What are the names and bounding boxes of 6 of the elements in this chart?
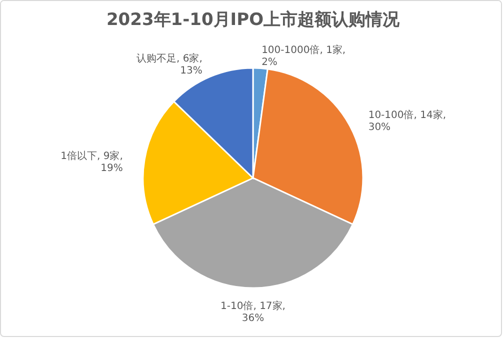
slice-label: 100-1000倍, 1家, 2% (262, 44, 346, 68)
slice-label: 1-10倍, 17家, 36% (220, 300, 286, 324)
slice-label: 1倍以下, 9家, 19% (60, 150, 123, 174)
slice-label: 认购不足, 6家, 13% (136, 52, 202, 77)
chart-title: 2023年1-10月IPO上市超额认购情况 (106, 10, 401, 30)
slice-label: 10-100倍, 14家, 30% (368, 108, 446, 133)
